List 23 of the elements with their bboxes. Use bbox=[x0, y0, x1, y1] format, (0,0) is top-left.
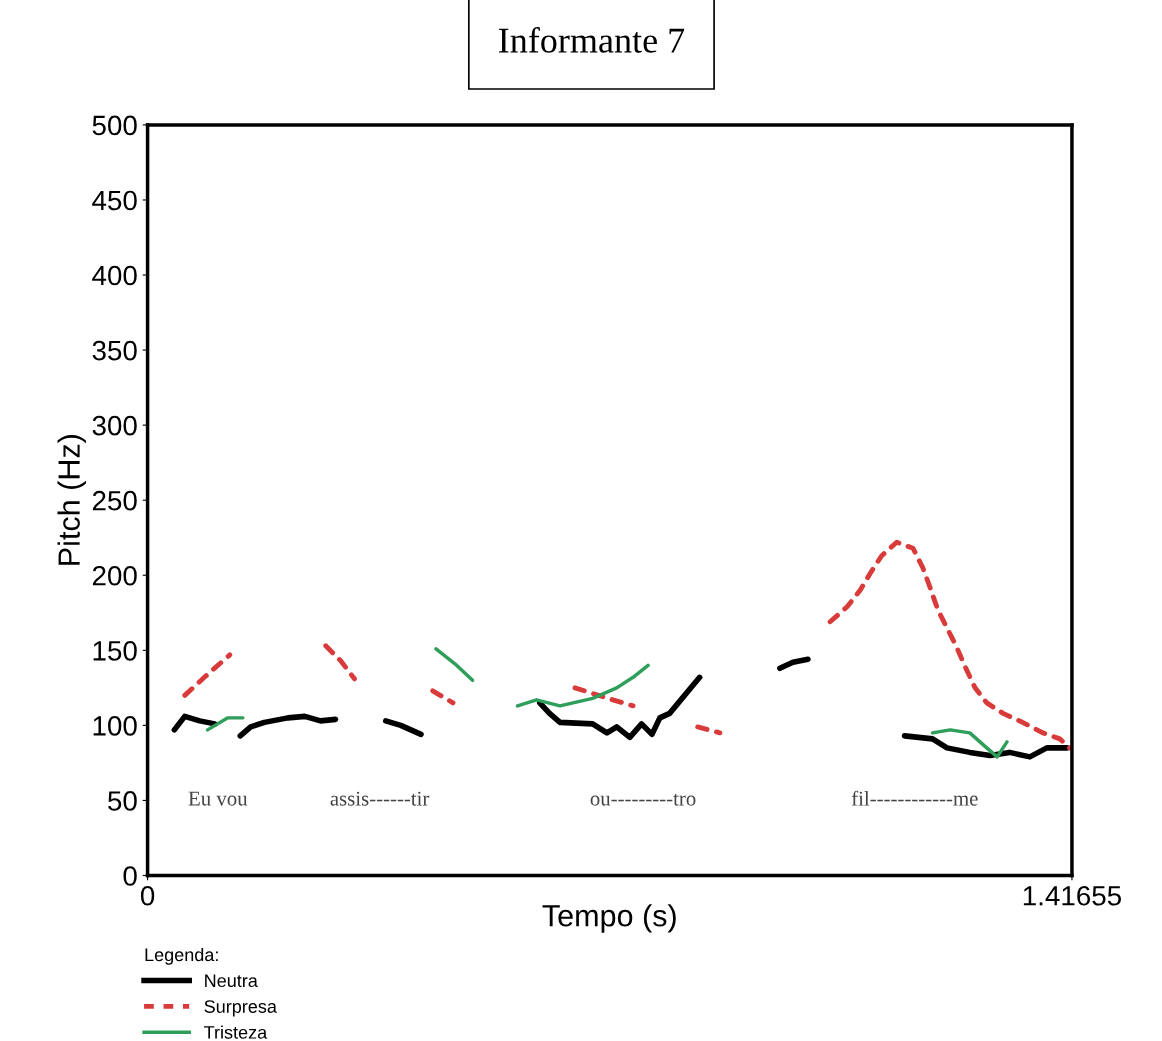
y-tick-label: 350 bbox=[92, 340, 137, 361]
y-tick-label: 250 bbox=[92, 490, 137, 511]
annotation: Eu vou bbox=[188, 791, 248, 806]
legend-label: Neutra bbox=[205, 974, 258, 988]
annotation: fil------------me bbox=[851, 790, 978, 806]
legend-label: Surpresa bbox=[204, 1000, 277, 1017]
y-tick-label: 400 bbox=[92, 265, 137, 286]
annotation: assis------tir bbox=[330, 791, 430, 806]
y-tick-label: 150 bbox=[93, 640, 137, 661]
y-axis-title: Pitch (Hz) bbox=[57, 435, 86, 565]
legend-title: Legenda: bbox=[145, 947, 218, 965]
x-tick-label: 1.41655 bbox=[1023, 885, 1121, 906]
y-tick-label: 0 bbox=[123, 866, 137, 886]
annotation: ou---------tro bbox=[590, 793, 696, 806]
legend-label: Tristeza bbox=[204, 1025, 268, 1039]
y-tick-label: 500 bbox=[92, 115, 137, 136]
y-tick-label: 100 bbox=[93, 716, 137, 736]
chart-title: Informante 7 bbox=[499, 26, 685, 53]
y-tick-label: 50 bbox=[108, 791, 137, 811]
x-axis-title: Tempo (s) bbox=[542, 904, 676, 933]
y-tick-label: 450 bbox=[92, 190, 137, 211]
y-tick-label: 300 bbox=[92, 415, 137, 436]
y-tick-label: 200 bbox=[92, 565, 137, 586]
